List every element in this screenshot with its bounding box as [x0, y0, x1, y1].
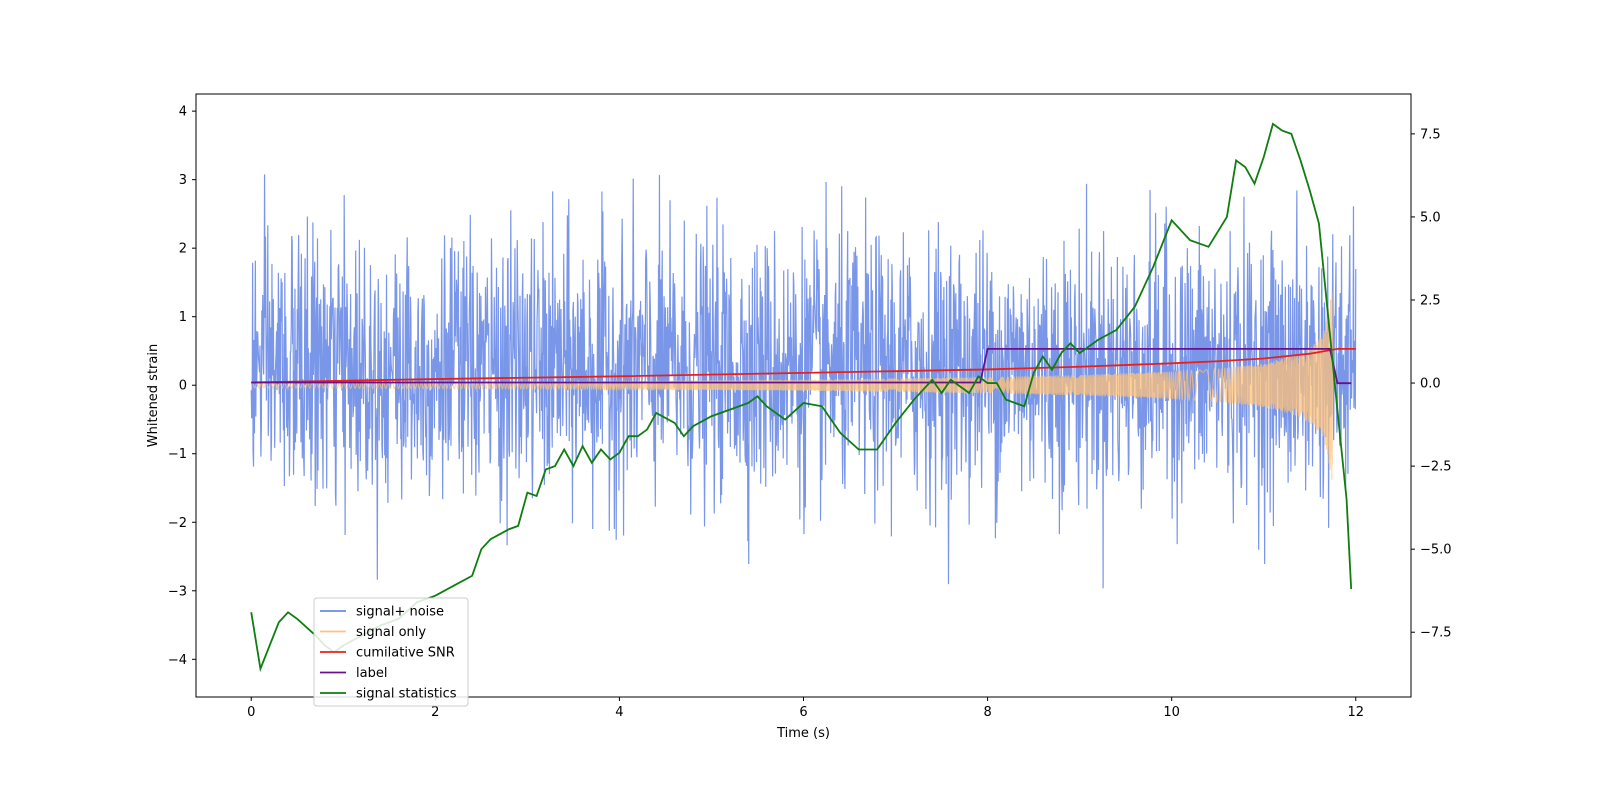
y-right-tick-label: −2.5	[1420, 460, 1452, 475]
y-right-tick-label: 0.0	[1420, 377, 1441, 392]
legend: signal+ noise signal only cumilative SNR la…	[313, 597, 469, 707]
series-signal-statistics-line	[250, 122, 1353, 673]
y-tick-label: −3	[168, 584, 187, 599]
x-tick-label: 12	[1347, 705, 1364, 720]
y-tick-label: 0	[179, 379, 187, 394]
y-axis-label: Whitened strain	[146, 344, 161, 447]
x-tick-label: 2	[431, 705, 439, 720]
x-tick-label: 0	[247, 705, 255, 720]
series-signal-noise-line	[250, 174, 1357, 589]
y-right-tick-label: −5.0	[1420, 543, 1452, 558]
legend-label: signal statistics	[356, 687, 457, 702]
series-cumilative-snr-line	[251, 347, 1356, 384]
y-right-tick-label: −7.5	[1420, 626, 1452, 641]
y-right-tick-label: 5.0	[1420, 210, 1441, 225]
x-tick-label: 8	[983, 705, 991, 720]
y-axis-right: −7.5 −5.0 −2.5 0.0 2.5 5.0 7.5	[1411, 127, 1452, 641]
y-right-tick-label: 2.5	[1420, 293, 1441, 308]
y-axis-left: −4 −3 −2 −1 0 1 2 3 4	[168, 105, 196, 668]
y-tick-label: −4	[168, 653, 187, 668]
legend-label: signal only	[356, 625, 426, 640]
x-tick-label: 4	[615, 705, 623, 720]
y-tick-label: 4	[179, 105, 187, 120]
y-right-tick-label: 7.5	[1420, 127, 1441, 142]
legend-label: label	[356, 666, 387, 681]
legend-label: signal+ noise	[356, 605, 444, 620]
plot-area	[250, 122, 1357, 673]
series-signal-only-line	[250, 292, 1334, 480]
y-tick-label: 3	[179, 173, 187, 188]
legend-box	[313, 597, 469, 707]
series-label-line	[251, 347, 1352, 385]
y-tick-label: 2	[179, 242, 187, 257]
x-axis: 0 2 4 6 8 10 12	[247, 697, 1364, 720]
y-tick-label: −2	[168, 516, 187, 531]
x-tick-label: 6	[799, 705, 807, 720]
legend-label: cumilative SNR	[356, 646, 455, 661]
x-tick-label: 10	[1163, 705, 1180, 720]
y-tick-label: −1	[168, 447, 187, 462]
x-axis-label: Time (s)	[776, 726, 830, 741]
y-tick-label: 1	[179, 310, 187, 325]
